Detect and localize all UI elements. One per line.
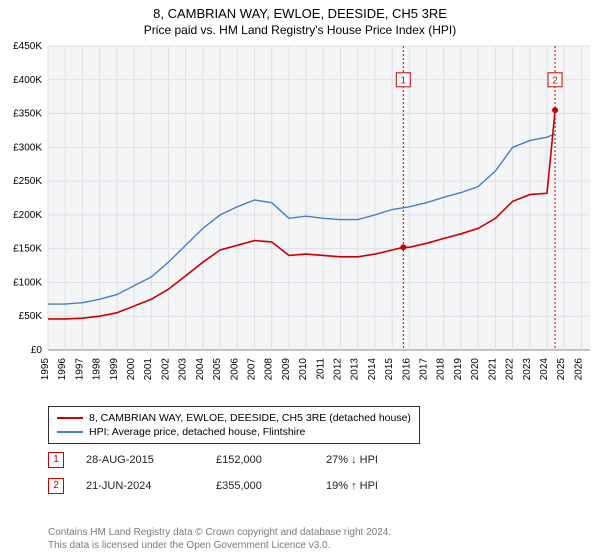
sale-price: £152,000 <box>216 454 326 466</box>
svg-text:1: 1 <box>401 75 407 86</box>
svg-text:2003: 2003 <box>178 358 189 381</box>
svg-text:£350K: £350K <box>13 109 42 120</box>
sale-marker: 2 <box>48 478 64 494</box>
svg-text:£0: £0 <box>31 345 43 356</box>
sale-delta: 27% ↓ HPI <box>326 454 446 466</box>
svg-text:2014: 2014 <box>367 358 378 381</box>
title-block: 8, CAMBRIAN WAY, EWLOE, DEESIDE, CH5 3RE… <box>0 0 600 37</box>
svg-text:2017: 2017 <box>419 358 430 381</box>
chart-title: 8, CAMBRIAN WAY, EWLOE, DEESIDE, CH5 3RE <box>0 6 600 21</box>
sales-table: 1 28-AUG-2015 £152,000 27% ↓ HPI 2 21-JU… <box>48 450 446 502</box>
svg-text:1998: 1998 <box>92 358 103 381</box>
svg-text:2024: 2024 <box>539 358 550 381</box>
svg-text:2007: 2007 <box>246 358 257 381</box>
svg-text:2016: 2016 <box>401 358 412 381</box>
svg-text:2020: 2020 <box>470 358 481 381</box>
footnote: Contains HM Land Registry data © Crown c… <box>48 526 391 552</box>
legend-item: HPI: Average price, detached house, Flin… <box>57 425 411 439</box>
sale-price: £355,000 <box>216 480 326 492</box>
svg-text:2008: 2008 <box>264 358 275 381</box>
svg-text:2006: 2006 <box>229 358 240 381</box>
svg-text:2015: 2015 <box>384 358 395 381</box>
svg-text:1996: 1996 <box>57 358 68 381</box>
svg-text:1999: 1999 <box>109 358 120 381</box>
svg-text:1995: 1995 <box>40 358 51 381</box>
svg-text:2009: 2009 <box>281 358 292 381</box>
svg-text:£250K: £250K <box>13 176 42 187</box>
svg-text:2026: 2026 <box>573 358 584 381</box>
legend-label: 8, CAMBRIAN WAY, EWLOE, DEESIDE, CH5 3RE… <box>89 411 411 425</box>
legend: 8, CAMBRIAN WAY, EWLOE, DEESIDE, CH5 3RE… <box>48 406 420 444</box>
svg-text:2019: 2019 <box>453 358 464 381</box>
legend-label: HPI: Average price, detached house, Flin… <box>89 425 305 439</box>
svg-text:2001: 2001 <box>143 358 154 381</box>
chart-subtitle: Price paid vs. HM Land Registry's House … <box>0 23 600 37</box>
svg-text:2021: 2021 <box>487 358 498 381</box>
svg-text:£300K: £300K <box>13 142 42 153</box>
sale-delta: 19% ↑ HPI <box>326 480 446 492</box>
svg-text:£200K: £200K <box>13 210 42 221</box>
legend-swatch <box>57 431 83 433</box>
sale-marker: 1 <box>48 452 64 468</box>
page: 8, CAMBRIAN WAY, EWLOE, DEESIDE, CH5 3RE… <box>0 0 600 560</box>
svg-text:2000: 2000 <box>126 358 137 381</box>
sale-date: 21-JUN-2024 <box>86 480 216 492</box>
table-row: 2 21-JUN-2024 £355,000 19% ↑ HPI <box>48 476 446 496</box>
svg-text:2022: 2022 <box>505 358 516 381</box>
svg-text:2002: 2002 <box>160 358 171 381</box>
sale-date: 28-AUG-2015 <box>86 454 216 466</box>
svg-text:2025: 2025 <box>556 358 567 381</box>
chart: £0 £50K £100K £150K £200K £250K £300K £350K £400… <box>0 42 600 402</box>
svg-text:1997: 1997 <box>74 358 85 381</box>
chart-svg: £0 £50K £100K £150K £200K £250K £300K £350K £400… <box>0 42 600 402</box>
footnote-line: Contains HM Land Registry data © Crown c… <box>48 526 391 539</box>
table-row: 1 28-AUG-2015 £152,000 27% ↓ HPI <box>48 450 446 470</box>
svg-text:2013: 2013 <box>350 358 361 381</box>
svg-text:£50K: £50K <box>19 311 43 322</box>
svg-text:2010: 2010 <box>298 358 309 381</box>
svg-text:£400K: £400K <box>13 75 42 86</box>
svg-text:2012: 2012 <box>333 358 344 381</box>
svg-text:2: 2 <box>552 75 558 86</box>
svg-text:2023: 2023 <box>522 358 533 381</box>
legend-swatch <box>57 417 83 419</box>
svg-text:£100K: £100K <box>13 277 42 288</box>
svg-text:2004: 2004 <box>195 358 206 381</box>
legend-item: 8, CAMBRIAN WAY, EWLOE, DEESIDE, CH5 3RE… <box>57 411 411 425</box>
svg-text:£150K: £150K <box>13 244 42 255</box>
svg-text:2011: 2011 <box>315 358 326 380</box>
footnote-line: This data is licensed under the Open Gov… <box>48 539 391 552</box>
svg-text:£450K: £450K <box>13 42 42 52</box>
svg-text:2018: 2018 <box>436 358 447 381</box>
svg-text:2005: 2005 <box>212 358 223 381</box>
